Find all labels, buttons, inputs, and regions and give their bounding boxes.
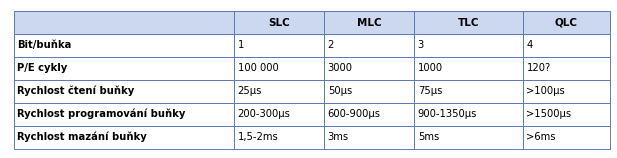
Bar — [324, 126, 414, 149]
Bar — [523, 11, 610, 34]
Text: SLC: SLC — [268, 18, 290, 27]
Bar — [14, 103, 234, 126]
Text: Bit/buňka: Bit/buňka — [17, 40, 72, 50]
Bar — [234, 11, 324, 34]
Text: >6ms: >6ms — [526, 132, 556, 142]
Bar — [414, 11, 523, 34]
Text: TLC: TLC — [458, 18, 479, 27]
Text: 75μs: 75μs — [418, 86, 442, 96]
Text: 100 000: 100 000 — [238, 63, 278, 73]
Bar — [14, 57, 234, 80]
Text: 3ms: 3ms — [328, 132, 349, 142]
Text: 600-900μs: 600-900μs — [328, 109, 381, 119]
Text: Rychlost programování buňky: Rychlost programování buňky — [17, 109, 186, 119]
Bar — [414, 34, 523, 57]
Text: 5ms: 5ms — [418, 132, 439, 142]
Bar — [523, 34, 610, 57]
Bar — [523, 80, 610, 103]
Bar — [324, 57, 414, 80]
Bar — [414, 103, 523, 126]
Bar — [14, 11, 234, 34]
Bar — [523, 103, 610, 126]
Text: 4: 4 — [526, 40, 532, 50]
Bar — [414, 126, 523, 149]
Text: 2: 2 — [328, 40, 334, 50]
Text: 3: 3 — [418, 40, 424, 50]
Text: >1500μs: >1500μs — [526, 109, 571, 119]
Text: >100μs: >100μs — [526, 86, 565, 96]
Bar — [523, 126, 610, 149]
Text: QLC: QLC — [555, 18, 578, 27]
Bar — [234, 103, 324, 126]
Text: 1000: 1000 — [418, 63, 443, 73]
Bar — [523, 57, 610, 80]
Bar — [234, 57, 324, 80]
Text: MLC: MLC — [357, 18, 381, 27]
Text: 120?: 120? — [526, 63, 550, 73]
Bar — [414, 80, 523, 103]
Bar — [14, 126, 234, 149]
Bar — [234, 34, 324, 57]
Text: 25μs: 25μs — [238, 86, 262, 96]
Text: 50μs: 50μs — [328, 86, 352, 96]
Bar — [234, 126, 324, 149]
Text: 200-300μs: 200-300μs — [238, 109, 291, 119]
Text: Rychlost čtení buňky: Rychlost čtení buňky — [17, 86, 135, 97]
Bar — [324, 103, 414, 126]
Text: 1,5-2ms: 1,5-2ms — [238, 132, 278, 142]
Text: P/E cykly: P/E cykly — [17, 63, 67, 73]
Text: Rychlost mazání buňky: Rychlost mazání buňky — [17, 132, 147, 142]
Text: 3000: 3000 — [328, 63, 353, 73]
Text: 900-1350μs: 900-1350μs — [418, 109, 477, 119]
Bar — [14, 80, 234, 103]
Bar — [324, 11, 414, 34]
Bar — [14, 34, 234, 57]
Bar — [324, 34, 414, 57]
Bar — [324, 80, 414, 103]
Bar — [234, 80, 324, 103]
Text: 1: 1 — [238, 40, 244, 50]
Bar — [414, 57, 523, 80]
